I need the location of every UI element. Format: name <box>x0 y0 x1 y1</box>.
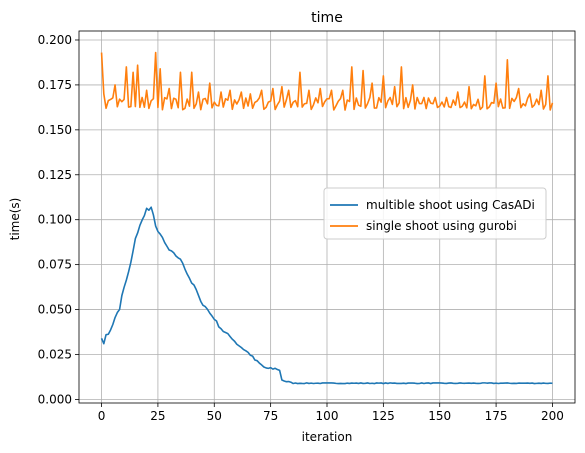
y-tick-label: 0.150 <box>38 123 72 137</box>
series-line-gurobi <box>100 51 554 111</box>
x-tick-label: 0 <box>98 409 106 423</box>
y-tick-label: 0.000 <box>38 392 72 406</box>
y-tick-label: 0.100 <box>38 213 72 227</box>
x-tick-label: 100 <box>316 409 339 423</box>
x-tick-label: 25 <box>150 409 165 423</box>
x-tick-label: 75 <box>263 409 278 423</box>
axis-ticks: 0 25 50 75 100 125 150 175 200 0.000 0.025 0.050 0.0… <box>38 33 564 423</box>
y-tick-label: 0.200 <box>38 33 72 47</box>
x-tick-label: 150 <box>428 409 451 423</box>
x-tick-label: 50 <box>207 409 222 423</box>
y-tick-label: 0.175 <box>38 78 72 92</box>
y-tick-label: 0.025 <box>38 347 72 361</box>
x-tick-label: 125 <box>372 409 395 423</box>
x-tick-label: 175 <box>485 409 508 423</box>
y-axis-label: time(s) <box>8 198 22 241</box>
chart-title: time <box>311 10 343 26</box>
series-lines <box>100 51 554 385</box>
series-line-casadi <box>100 206 553 385</box>
y-tick-label: 0.125 <box>38 168 72 182</box>
x-tick-label: 200 <box>541 409 564 423</box>
x-axis-label: iteration <box>302 430 353 444</box>
legend-label-gurobi: single shoot using gurobi <box>366 219 517 233</box>
legend: multible shoot using CasADi single shoot… <box>323 187 547 240</box>
legend-label-casadi: multible shoot using CasADi <box>366 198 535 212</box>
y-tick-label: 0.075 <box>38 258 72 272</box>
legend-box <box>323 187 547 240</box>
y-tick-label: 0.050 <box>38 303 72 317</box>
